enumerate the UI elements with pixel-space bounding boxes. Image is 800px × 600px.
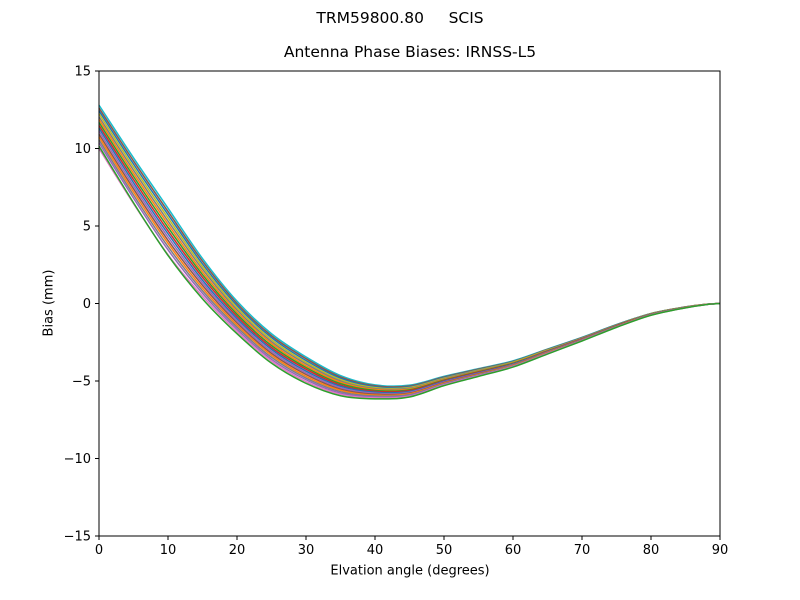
y-tick-label: −5 [72, 375, 91, 390]
series-line-line-04 [98, 113, 721, 390]
y-tick-label: −15 [64, 530, 91, 545]
x-tick-label: 30 [298, 543, 315, 558]
x-tick-label: 50 [436, 543, 453, 558]
plot-border [98, 70, 721, 537]
series-line-line-16 [98, 145, 721, 400]
figure-suptitle: TRM59800.80 SCIS [316, 9, 484, 27]
y-tick-label: 5 [83, 220, 91, 235]
series-line-line-07 [98, 122, 721, 392]
y-axis-label: Bias (mm) [41, 269, 57, 337]
x-tick-label: 60 [505, 543, 522, 558]
x-tick-label: 80 [643, 543, 660, 558]
y-tick-label: 15 [74, 65, 91, 80]
x-axis-label: Elvation angle (degrees) [330, 563, 490, 579]
y-tick-label: −10 [64, 452, 91, 467]
y-tick-label: 10 [74, 142, 91, 157]
x-tick-label: 40 [367, 543, 384, 558]
x-tick-label: 70 [574, 543, 591, 558]
y-tick-label: 0 [83, 297, 91, 312]
x-tick-label: 10 [160, 543, 177, 558]
plot-title: Antenna Phase Biases: IRNSS-L5 [283, 43, 537, 61]
x-tick-label: 0 [95, 543, 103, 558]
series-line-line-02 [98, 107, 721, 388]
x-tick-label: 20 [229, 543, 246, 558]
x-tick-label: 90 [712, 543, 729, 558]
series-line-line-03 [98, 110, 721, 389]
series-line-line-10 [98, 130, 721, 395]
